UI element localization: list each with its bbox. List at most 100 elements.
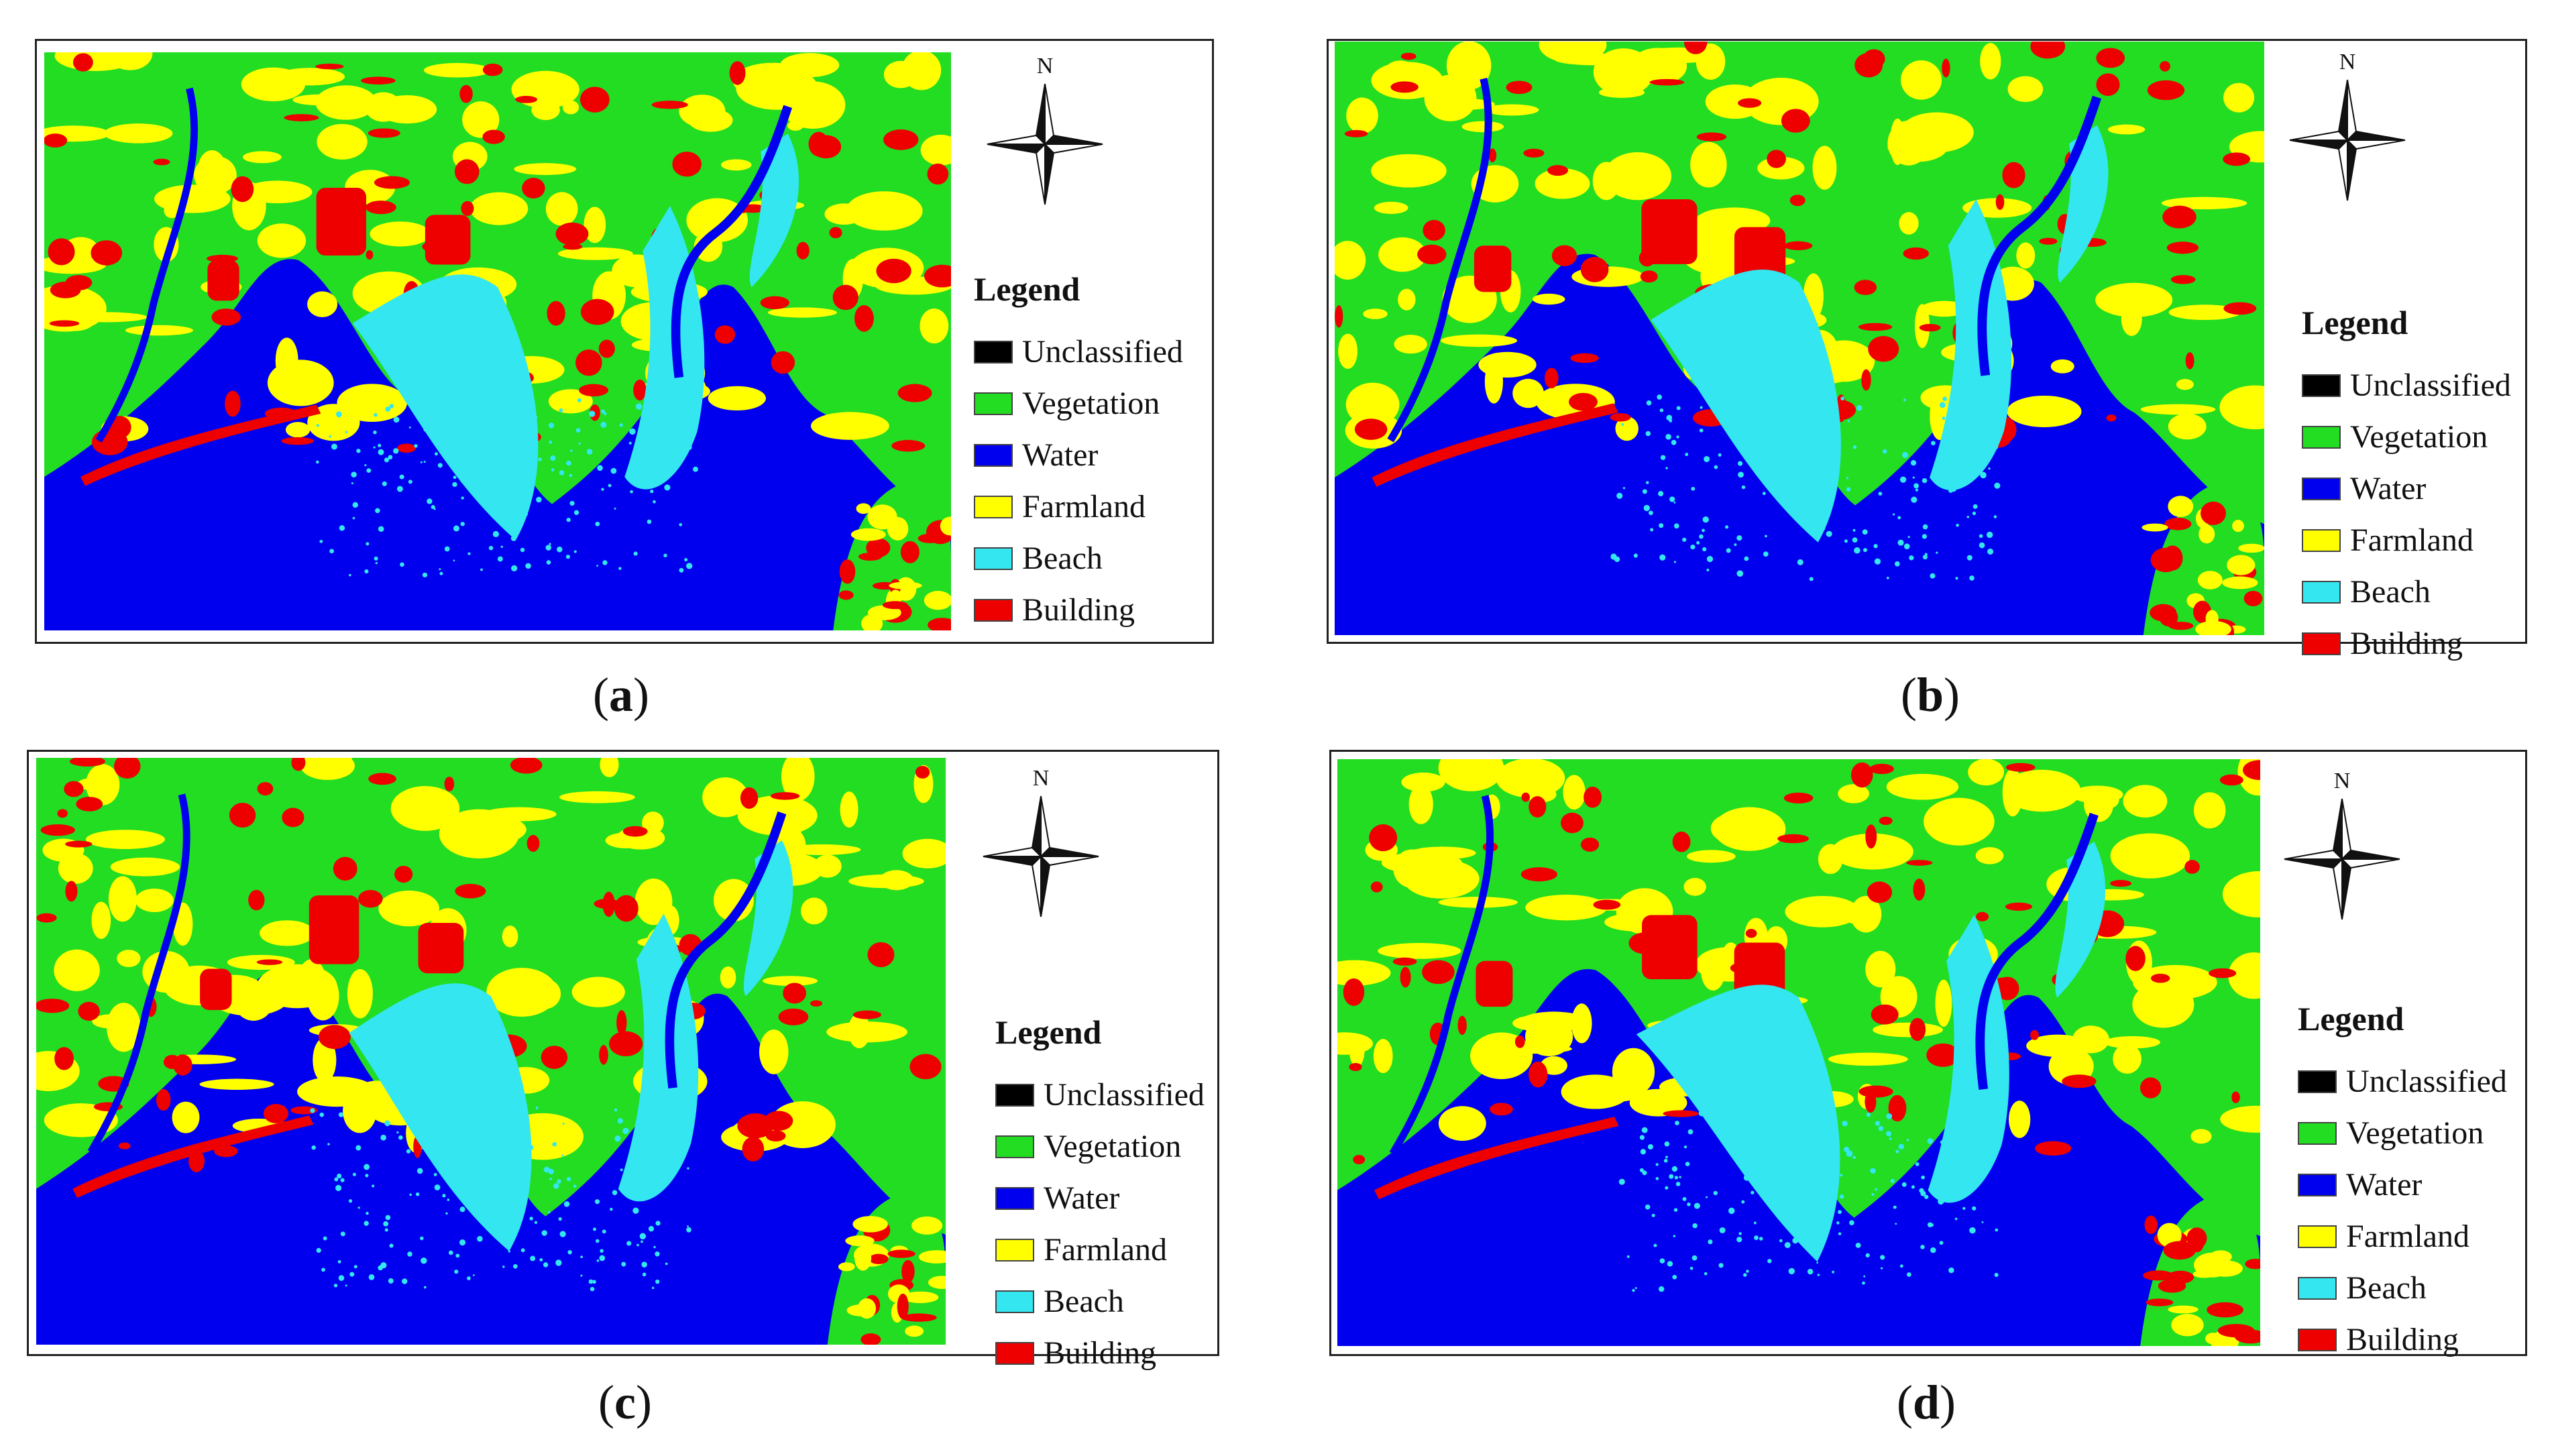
farmland-patch [824, 203, 864, 225]
building-patch [580, 298, 614, 325]
beach-speckle [513, 1264, 518, 1269]
building-patch [579, 87, 610, 113]
beach-speckle [1912, 476, 1915, 479]
farmland-patch [275, 337, 298, 384]
peninsula-patch [2150, 604, 2177, 622]
beach-speckle [1840, 1174, 1843, 1177]
farmland-patch [1394, 335, 1427, 354]
beach-speckle [516, 416, 518, 418]
farmland-patch [2016, 242, 2036, 269]
beach-speckle [1706, 568, 1710, 572]
beach-speckle [1781, 1122, 1786, 1127]
peninsula-patch [2168, 1305, 2199, 1314]
building-patch [1580, 837, 1600, 852]
beach-speckle [1883, 449, 1887, 454]
beach-speckle [1743, 1273, 1747, 1277]
peninsula-patch [918, 1250, 946, 1264]
beach-speckle [1708, 1239, 1713, 1245]
beach-speckle [1942, 416, 1946, 421]
building-patch [248, 889, 265, 911]
beach-speckle [1969, 1227, 1976, 1234]
beach-speckle [1730, 426, 1736, 432]
beach-estuary [743, 840, 793, 997]
beach-speckle [1663, 1158, 1668, 1163]
beach-speckle [534, 1221, 538, 1225]
beach-speckle [415, 1192, 420, 1196]
farmland-patch [2219, 385, 2264, 430]
building-patch [1569, 392, 1598, 411]
beach-speckle [1650, 528, 1654, 532]
beach-speckle [629, 428, 636, 435]
farmland-patch [1535, 168, 1590, 199]
building-patch [2039, 237, 2058, 245]
beach-speckle [1622, 487, 1626, 490]
beach-speckle [1760, 457, 1766, 463]
building-patch [1767, 150, 1786, 168]
building-patch [771, 351, 795, 374]
beach-speckle [1910, 459, 1917, 466]
beach-speckle [1979, 534, 1983, 539]
beach-speckle [1659, 554, 1666, 561]
panel-a-caption: (a) [520, 667, 722, 723]
beach-speckle [541, 1230, 547, 1236]
farmland-patch [781, 758, 815, 801]
beach-speckle [1642, 489, 1647, 494]
beach-speckle [1930, 1247, 1936, 1253]
peninsula-patch [867, 504, 897, 530]
legend-label: Building [2346, 1322, 2459, 1357]
legend-label: Water [1022, 437, 1099, 473]
beach-speckle [600, 409, 606, 414]
building-patch [1583, 787, 1602, 808]
legend-swatch [2302, 477, 2341, 500]
beach-speckle [1673, 1208, 1678, 1212]
caption-close-paren: ) [635, 1376, 652, 1429]
beach-speckle [651, 1286, 655, 1290]
beach-speckle [364, 464, 367, 467]
beach-speckle [1980, 471, 1987, 479]
beach-speckle [1773, 1170, 1777, 1174]
legend-swatch [2298, 1121, 2337, 1145]
beach-speckle [1651, 1213, 1655, 1217]
beach-speckle [679, 523, 683, 526]
beach-speckle [374, 556, 378, 561]
peninsula-patch [2217, 1324, 2255, 1338]
urban-block [418, 923, 464, 974]
farmland-patch [531, 100, 560, 120]
farmland-patch [462, 101, 500, 138]
farmland-patch [713, 879, 754, 922]
peninsula-patch [866, 538, 891, 558]
legend-swatch [2302, 528, 2341, 552]
legend-label: Beach [2350, 574, 2431, 610]
farmland-patch [732, 62, 813, 99]
beach-speckle [1791, 1176, 1798, 1183]
panel-b-caption: (b) [1830, 667, 2031, 723]
building-patch [1865, 824, 1877, 849]
peninsula-patch [2222, 576, 2258, 590]
legend-label: Water [2350, 471, 2427, 506]
beach-speckle [365, 1174, 369, 1178]
beach-speckle [634, 462, 641, 468]
beach-speckle [1981, 425, 1987, 431]
beach-speckle [1621, 423, 1624, 426]
beach-speckle [1886, 1113, 1893, 1119]
beach-speckle [1639, 1135, 1645, 1140]
beach-speckle [378, 443, 382, 447]
legend-label: Farmland [2346, 1219, 2469, 1254]
beach-speckle [608, 484, 612, 488]
farmland-patch [1438, 759, 1504, 791]
beach-speckle [353, 1265, 357, 1269]
beach-speckle [1643, 504, 1650, 512]
building-patch [57, 809, 68, 818]
beach-speckle [1957, 482, 1960, 485]
beach-speckle [1801, 1224, 1808, 1231]
beach-speckle [506, 409, 512, 415]
compass-point [2337, 138, 2348, 201]
beach-speckle [1832, 1270, 1835, 1274]
beach-speckle [1706, 1196, 1708, 1198]
legend-label: Unclassified [1022, 334, 1183, 370]
beach-speckle [557, 1179, 561, 1184]
beach-speckle [364, 569, 369, 574]
beach-speckle [378, 526, 384, 533]
farmland-patch [307, 291, 338, 317]
farmland-patch [1378, 237, 1427, 272]
